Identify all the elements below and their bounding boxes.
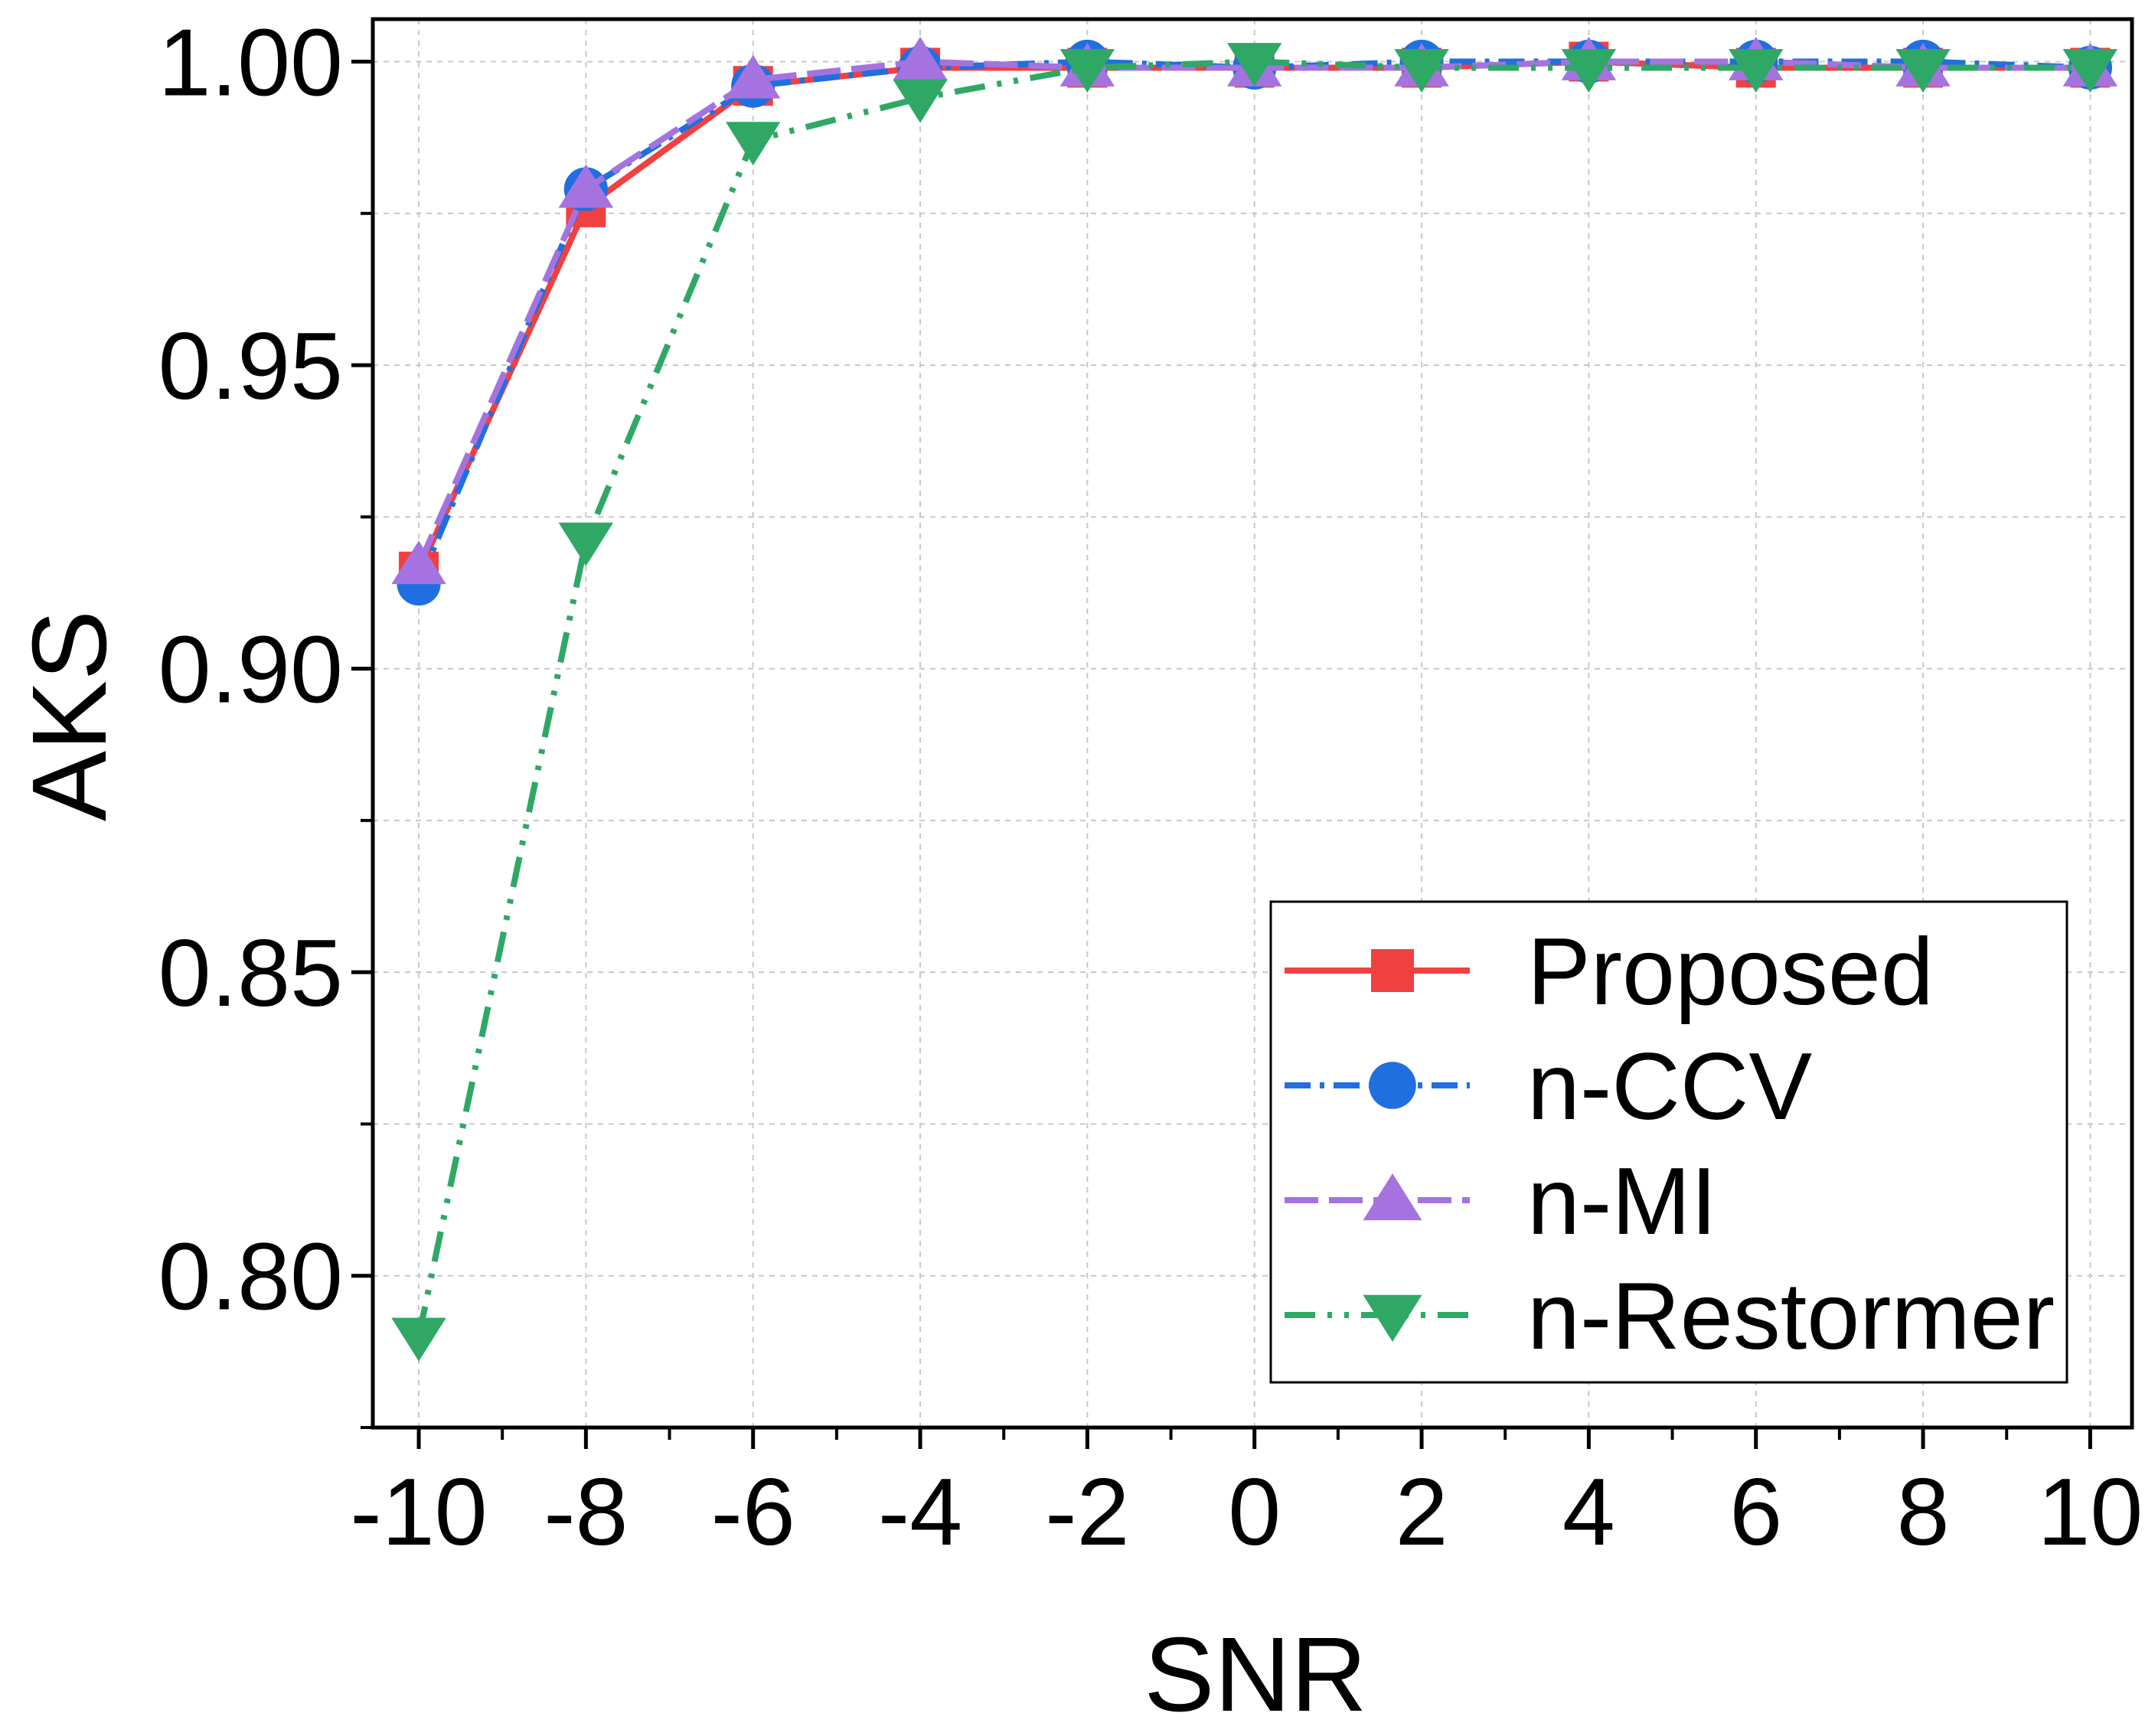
x-tick-label: 4 — [1562, 1460, 1615, 1565]
legend-label: n-CCV — [1527, 1034, 1812, 1140]
series-layer — [391, 37, 2118, 1362]
data-point — [558, 164, 614, 208]
x-tick-label: 8 — [1897, 1460, 1950, 1565]
legend-label: Proposed — [1527, 919, 1934, 1025]
x-tick-label: -10 — [350, 1460, 487, 1565]
legend-marker — [1369, 1062, 1416, 1109]
legend-marker — [1363, 1294, 1422, 1342]
y-tick-label: 0.90 — [158, 618, 343, 723]
data-point — [1561, 49, 1617, 93]
data-point — [1059, 49, 1115, 93]
x-tick-label: -2 — [1045, 1460, 1129, 1565]
legend-label: n-Restormer — [1527, 1264, 2055, 1369]
data-point — [391, 1317, 446, 1362]
legend-entry-proposed: Proposed — [1285, 919, 1934, 1025]
x-tick-label: -8 — [544, 1460, 628, 1565]
data-point — [725, 122, 781, 166]
x-tick-label: 6 — [1729, 1460, 1782, 1565]
y-axis-label: AKS — [11, 610, 129, 821]
x-tick-label: -4 — [878, 1460, 962, 1565]
x-axis-label: SNR — [1144, 1616, 1366, 1734]
y-tick-label: 0.80 — [158, 1225, 343, 1330]
x-tick-label: 10 — [2037, 1460, 2143, 1565]
data-point — [391, 540, 446, 585]
tick-labels: -10 -8 -6 -4 -2 0 2 4 6 8 10 0.80 0.85 0.90 0.95 1.00 — [158, 11, 2143, 1565]
data-point — [1226, 43, 1282, 87]
legend-label: n-MI — [1527, 1149, 1717, 1255]
x-tick-label: -6 — [711, 1460, 795, 1565]
legend-entry-n-mi: n-MI — [1285, 1149, 1717, 1255]
y-tick-label: 0.95 — [158, 314, 343, 419]
y-tick-label: 1.00 — [158, 11, 343, 116]
legend-entry-n-ccv: n-CCV — [1285, 1034, 1812, 1140]
x-tick-label: 0 — [1228, 1460, 1281, 1565]
legend-marker — [1363, 1173, 1422, 1221]
data-point — [2062, 49, 2118, 93]
data-point — [1895, 49, 1951, 93]
data-point — [725, 54, 781, 99]
data-point — [558, 522, 614, 566]
legend-marker — [1371, 949, 1414, 992]
data-point — [893, 79, 948, 123]
legend-entry-n-restormer: n-Restormer — [1285, 1264, 2055, 1369]
y-tick-label: 0.85 — [158, 921, 343, 1026]
data-point — [893, 37, 948, 80]
series-line — [416, 58, 2091, 1337]
plot-frame — [371, 17, 2134, 1430]
series-n-restormer — [391, 43, 2118, 1362]
x-tick-label: 2 — [1396, 1460, 1448, 1565]
data-point — [1728, 49, 1784, 93]
axes — [351, 17, 2134, 1449]
data-point — [1394, 49, 1449, 93]
